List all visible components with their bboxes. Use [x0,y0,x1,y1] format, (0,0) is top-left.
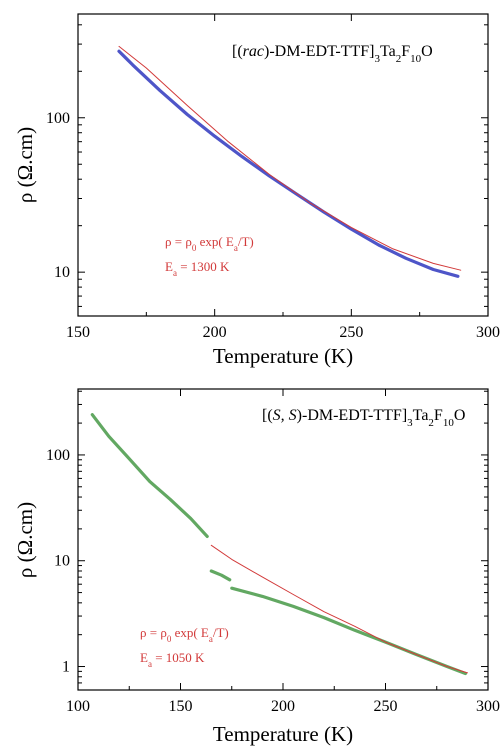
x-axis-label-top: Temperature (K) [213,344,353,368]
data-series-0 [90,413,209,539]
y-tick-label: 1 [62,659,70,676]
y-tick-label: 10 [54,553,70,570]
x-tick-label: 300 [476,698,500,715]
x-tick-label: 200 [271,698,295,715]
x-axis-label-bottom: Temperature (K) [213,722,353,746]
x-tick-label: 100 [66,698,90,715]
activation-energy-top: Ea = 1300 K [165,259,230,278]
x-tick-label: 300 [476,324,500,341]
chart-title-top: [(rac)-DM-EDT-TTF]3Ta2F10O [232,43,433,65]
series-bottom [90,413,468,676]
data-series-2 [230,586,467,676]
y-axis-label-top: ρ (Ω.cm) [13,127,37,203]
x-tick-label: 150 [66,324,90,341]
x-tick-label: 250 [339,324,363,341]
fit-curve [210,544,468,674]
data-series-1 [209,569,232,582]
data-series-0 [117,49,460,278]
y-axis-label-bottom: ρ (Ω.cm) [13,502,37,578]
activation-energy-bottom: Ea = 1050 K [140,650,205,669]
chart-title-bottom: [(S, S)-DM-EDT-TTF]3Ta2F10O [262,407,465,429]
x-tick-label: 250 [374,698,398,715]
y-tick-label: 100 [46,110,70,127]
y-tick-label: 100 [46,447,70,464]
x-tick-label: 200 [203,324,227,341]
panel-top: 150 200 250 300 10 100 [(rac)-DM-EDT-TTF]3Ta2… [13,13,500,368]
fit-formula-top: ρ = ρ0 exp( Ea/T) [165,234,254,253]
y-tick-label: 10 [54,264,70,281]
x-tick-label: 150 [169,698,193,715]
panel-bottom: 100 150 200 250 300 1 10 100 [(S, S)-DM-EDT-TTF… [13,388,500,746]
fit-curve [118,45,462,271]
ticks-top: 150 200 250 300 10 100 [46,14,500,341]
plot-frame-bottom [77,388,489,691]
ticks-bottom: 100 150 200 250 300 1 10 100 [46,389,500,715]
fit-formula-bottom: ρ = ρ0 exp( Ea/T) [140,625,229,644]
series-top [117,45,462,278]
